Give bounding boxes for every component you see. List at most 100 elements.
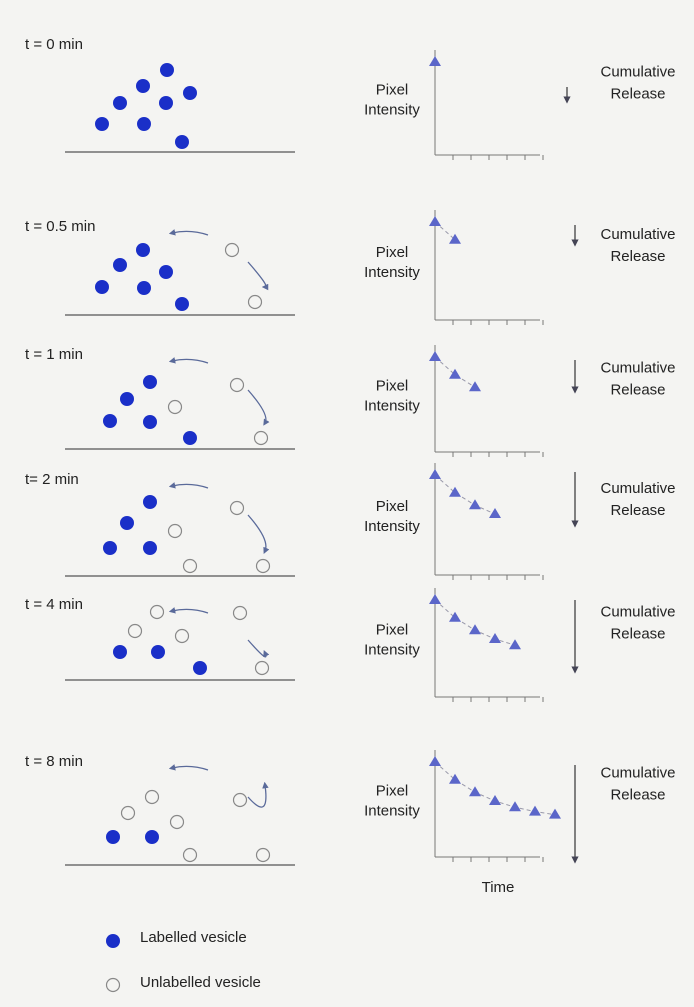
- intensity-marker: [449, 486, 461, 497]
- labelled-vesicle: [103, 414, 117, 428]
- release-label: Release: [610, 625, 665, 642]
- y-axis-label: Pixel: [376, 782, 409, 799]
- endocytosis-arrow: [168, 764, 209, 771]
- unlabelled-vesicle: [253, 430, 269, 446]
- unlabelled-vesicle: [182, 847, 198, 863]
- endocytosis-arrow: [168, 607, 209, 614]
- recycling-arrow: [247, 639, 270, 658]
- trend-line: [434, 474, 496, 515]
- labelled-vesicle: [136, 79, 150, 93]
- intensity-marker: [529, 805, 541, 816]
- intensity-marker: [429, 351, 441, 361]
- unlabelled-vesicle: [127, 623, 143, 639]
- y-axis-label: Pixel: [376, 621, 409, 638]
- unlabelled-vesicle: [174, 628, 190, 644]
- release-label: Cumulative: [600, 603, 675, 620]
- intensity-marker: [429, 756, 441, 766]
- release-label: Cumulative: [600, 63, 675, 80]
- intensity-marker: [449, 368, 461, 379]
- labelled-vesicle: [106, 830, 120, 844]
- labelled-vesicle: [183, 86, 197, 100]
- intensity-marker: [429, 56, 441, 66]
- intensity-marker: [449, 773, 461, 784]
- labelled-vesicle: [159, 265, 173, 279]
- labelled-vesicle: [120, 516, 134, 530]
- labelled-vesicle: [95, 117, 109, 131]
- intensity-marker: [489, 795, 501, 806]
- labelled-vesicle: [175, 297, 189, 311]
- endocytosis-arrow: [168, 357, 209, 364]
- unlabelled-vesicle: [182, 558, 198, 574]
- time-label: t= 2 min: [25, 471, 79, 488]
- x-axis-label: Time: [482, 879, 515, 896]
- legend-label: Labelled vesicle: [140, 929, 247, 946]
- release-label: Release: [610, 381, 665, 398]
- intensity-marker: [549, 808, 561, 819]
- labelled-vesicle: [137, 117, 151, 131]
- trend-line: [434, 356, 476, 388]
- recycling-arrow: [247, 514, 270, 554]
- intensity-marker: [509, 639, 521, 650]
- release-label: Release: [610, 786, 665, 803]
- labelled-vesicle: [143, 375, 157, 389]
- unlabelled-vesicle: [229, 500, 245, 516]
- recycling-arrow: [247, 261, 269, 291]
- legend-swatch-unlabelled: [105, 977, 121, 993]
- unlabelled-vesicle: [169, 814, 185, 830]
- labelled-vesicle: [143, 495, 157, 509]
- labelled-vesicle: [183, 431, 197, 445]
- time-label: t = 0 min: [25, 36, 83, 53]
- unlabelled-vesicle: [229, 377, 245, 393]
- y-axis-label: Intensity: [364, 101, 420, 118]
- labelled-vesicle: [151, 645, 165, 659]
- endocytosis-arrow: [168, 229, 209, 236]
- intensity-marker: [469, 499, 481, 510]
- y-axis-label: Pixel: [376, 377, 409, 394]
- labelled-vesicle: [113, 96, 127, 110]
- unlabelled-vesicle: [149, 604, 165, 620]
- labelled-vesicle: [145, 830, 159, 844]
- legend-label: Unlabelled vesicle: [140, 974, 261, 991]
- intensity-marker: [489, 633, 501, 644]
- intensity-marker: [449, 233, 461, 244]
- labelled-vesicle: [175, 135, 189, 149]
- labelled-vesicle: [103, 541, 117, 555]
- y-axis-label: Pixel: [376, 244, 409, 261]
- labelled-vesicle: [143, 541, 157, 555]
- trend-line: [434, 761, 556, 816]
- y-axis-label: Intensity: [364, 641, 420, 658]
- release-label: Cumulative: [600, 226, 675, 243]
- y-axis-label: Intensity: [364, 264, 420, 281]
- labelled-vesicle: [159, 96, 173, 110]
- unlabelled-vesicle: [247, 294, 263, 310]
- trend-line: [434, 221, 456, 241]
- y-axis-label: Intensity: [364, 518, 420, 535]
- time-label: t = 8 min: [25, 753, 83, 770]
- labelled-vesicle: [113, 645, 127, 659]
- labelled-vesicle: [137, 281, 151, 295]
- unlabelled-vesicle: [232, 605, 248, 621]
- intensity-marker: [429, 469, 441, 479]
- release-label: Cumulative: [600, 764, 675, 781]
- trend-line: [434, 599, 516, 646]
- time-label: t = 1 min: [25, 346, 83, 363]
- y-axis-label: Intensity: [364, 802, 420, 819]
- intensity-marker: [509, 801, 521, 812]
- release-label: Cumulative: [600, 480, 675, 497]
- release-label: Cumulative: [600, 359, 675, 376]
- y-axis-label: Intensity: [364, 397, 420, 414]
- endocytosis-arrow: [168, 482, 209, 489]
- y-axis-label: Pixel: [376, 81, 409, 98]
- release-label: Release: [610, 248, 665, 265]
- unlabelled-vesicle: [167, 399, 183, 415]
- labelled-vesicle: [143, 415, 157, 429]
- unlabelled-vesicle: [167, 523, 183, 539]
- labelled-vesicle: [160, 63, 174, 77]
- labelled-vesicle: [193, 661, 207, 675]
- intensity-marker: [469, 624, 481, 635]
- unlabelled-vesicle: [144, 789, 160, 805]
- time-label: t = 0.5 min: [25, 218, 95, 235]
- labelled-vesicle: [120, 392, 134, 406]
- labelled-vesicle: [136, 243, 150, 257]
